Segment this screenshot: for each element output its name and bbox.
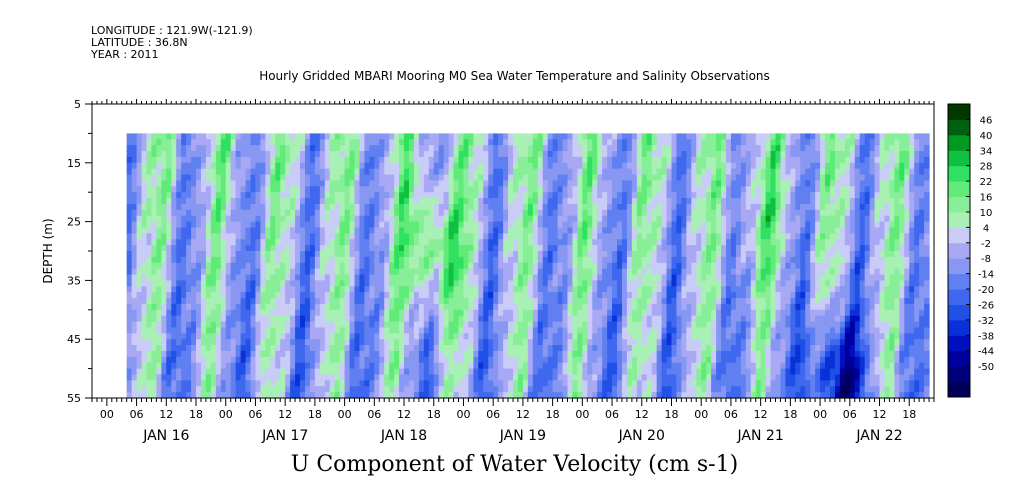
y-axis-title: DEPTH (m) — [41, 218, 55, 283]
colorbar-label: -44 — [978, 347, 994, 358]
x-hour-label: 12 — [754, 408, 768, 421]
y-tick-label: 15 — [67, 157, 81, 170]
x-hour-label: 18 — [189, 408, 203, 421]
colorbar-swatch — [948, 289, 970, 305]
x-hour-label: 06 — [486, 408, 500, 421]
x-hour-label: 06 — [367, 408, 381, 421]
x-hour-label: 18 — [546, 408, 560, 421]
x-hour-label: 12 — [873, 408, 887, 421]
colorbar-swatch — [948, 350, 970, 367]
colorbar-swatch — [948, 104, 970, 120]
heatmap-field — [126, 133, 930, 399]
x-hour-label: 06 — [248, 408, 262, 421]
colorbar-label: 16 — [980, 193, 993, 204]
x-hour-label: 12 — [397, 408, 411, 421]
colorbar-swatch — [948, 258, 970, 275]
x-day-label: JAN 18 — [380, 428, 427, 444]
colorbar-swatch — [948, 227, 970, 244]
x-hour-label: 00 — [813, 408, 827, 421]
x-hour-label: 06 — [724, 408, 738, 421]
colorbar-swatch — [948, 242, 970, 259]
x-hour-label: 06 — [843, 408, 857, 421]
colorbar-label: 28 — [980, 162, 993, 173]
colorbar-swatch — [948, 119, 970, 136]
latitude-label: LATITUDE : 36.8N — [91, 36, 188, 49]
colorbar-frame — [947, 103, 971, 398]
colorbar — [948, 104, 970, 398]
x-hour-label: 18 — [902, 408, 916, 421]
x-hour-label: 06 — [605, 408, 619, 421]
colorbar-swatch — [948, 366, 970, 383]
x-hour-label: 18 — [783, 408, 797, 421]
y-tick-label: 55 — [67, 392, 81, 405]
chart-title: Hourly Gridded MBARI Mooring M0 Sea Wate… — [259, 69, 770, 83]
longitude-label: LONGITUDE : 121.9W(-121.9) — [91, 24, 253, 37]
colorbar-label: 4 — [983, 223, 989, 234]
colorbar-swatch — [948, 381, 970, 398]
colorbar-label: -8 — [981, 254, 991, 265]
x-axis-title: U Component of Water Velocity (cm s-1) — [290, 452, 739, 477]
x-hour-label: 00 — [219, 408, 233, 421]
colorbar-label: -26 — [978, 300, 994, 311]
x-hour-label: 12 — [278, 408, 292, 421]
x-day-label: JAN 16 — [142, 428, 189, 444]
x-day-label: JAN 17 — [261, 428, 308, 444]
colorbar-label: -38 — [978, 331, 994, 342]
colorbar-label: -32 — [978, 316, 994, 327]
x-hour-label: 18 — [308, 408, 322, 421]
colorbar-label: 34 — [980, 146, 993, 157]
x-day-label: JAN 22 — [855, 428, 902, 444]
x-day-label: JAN 19 — [499, 428, 546, 444]
colorbar-label: 22 — [980, 177, 993, 188]
colorbar-swatch — [948, 134, 970, 151]
colorbar-swatch — [948, 181, 970, 198]
colorbar-label: 46 — [980, 115, 993, 126]
colorbar-label: -14 — [978, 270, 994, 281]
x-day-label: JAN 21 — [737, 428, 784, 444]
y-tick-label: 45 — [67, 333, 81, 346]
x-hour-label: 00 — [694, 408, 708, 421]
y-tick-label: 25 — [67, 216, 81, 229]
y-tick-label: 35 — [67, 274, 81, 287]
colorbar-label: -20 — [978, 285, 994, 296]
x-hour-label: 18 — [427, 408, 441, 421]
x-hour-label: 00 — [456, 408, 470, 421]
colorbar-swatch — [948, 273, 970, 290]
x-hour-label: 12 — [635, 408, 649, 421]
colorbar-swatch — [948, 335, 970, 352]
x-hour-label: 12 — [159, 408, 173, 421]
colorbar-label: -50 — [978, 362, 994, 373]
x-hour-label: 06 — [130, 408, 144, 421]
x-day-label: JAN 20 — [618, 428, 665, 444]
colorbar-label: -2 — [981, 239, 991, 250]
colorbar-swatch — [948, 304, 970, 321]
colorbar-label: 10 — [980, 208, 993, 219]
colorbar-swatch — [948, 211, 970, 228]
colorbar-swatch — [948, 319, 970, 336]
colorbar-swatch — [948, 165, 970, 182]
x-hour-label: 18 — [664, 408, 678, 421]
colorbar-swatch — [948, 196, 970, 213]
colorbar-swatch — [948, 150, 970, 167]
year-label: YEAR : 2011 — [91, 48, 159, 61]
x-hour-label: 00 — [338, 408, 352, 421]
x-hour-label: 00 — [575, 408, 589, 421]
x-hour-label: 00 — [100, 408, 114, 421]
y-tick-label: 5 — [74, 98, 81, 111]
colorbar-label: 40 — [980, 131, 993, 142]
x-hour-label: 12 — [516, 408, 530, 421]
